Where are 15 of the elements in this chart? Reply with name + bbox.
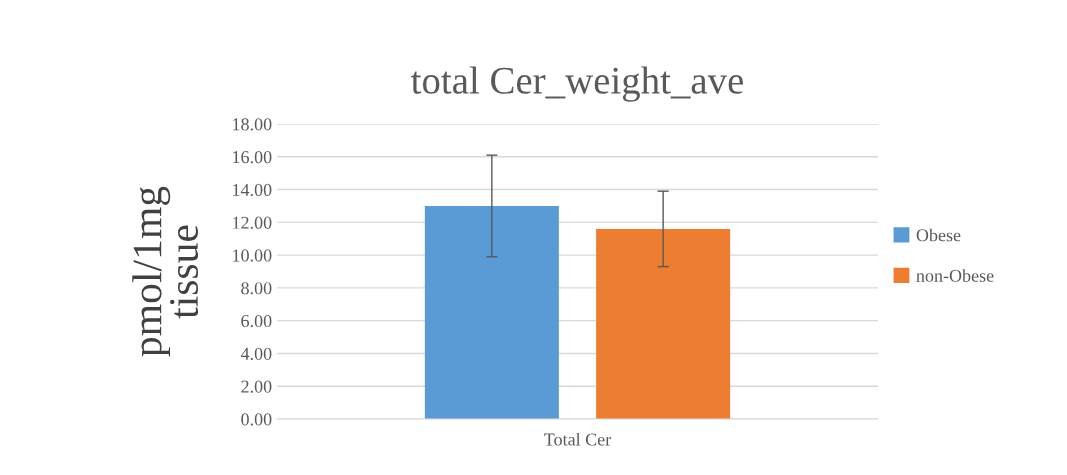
y-tick-label: 18.00 (233, 118, 272, 131)
y-tick-label: 16.00 (233, 151, 272, 164)
y-tick-label: 8.00 (241, 282, 272, 295)
y-tick-label: 4.00 (240, 347, 272, 360)
y-tick-label: 12.00 (233, 216, 272, 229)
y-tick-label: 6.00 (241, 314, 272, 328)
y-tick-label: 14.00 (233, 183, 272, 197)
y-tick-label: 2.00 (241, 380, 272, 393)
legend-label: Obese (916, 228, 961, 242)
y-tick-label: 10.00 (233, 249, 272, 262)
chart-title: total Cer_weight_ave (411, 66, 743, 102)
y-tick-label: 0.00 (241, 413, 272, 426)
legend-label: non-Obese (916, 269, 994, 282)
y-axis-title: pmol/1mg tissue (132, 186, 199, 357)
x-tick-label: Total Cer (544, 432, 612, 446)
